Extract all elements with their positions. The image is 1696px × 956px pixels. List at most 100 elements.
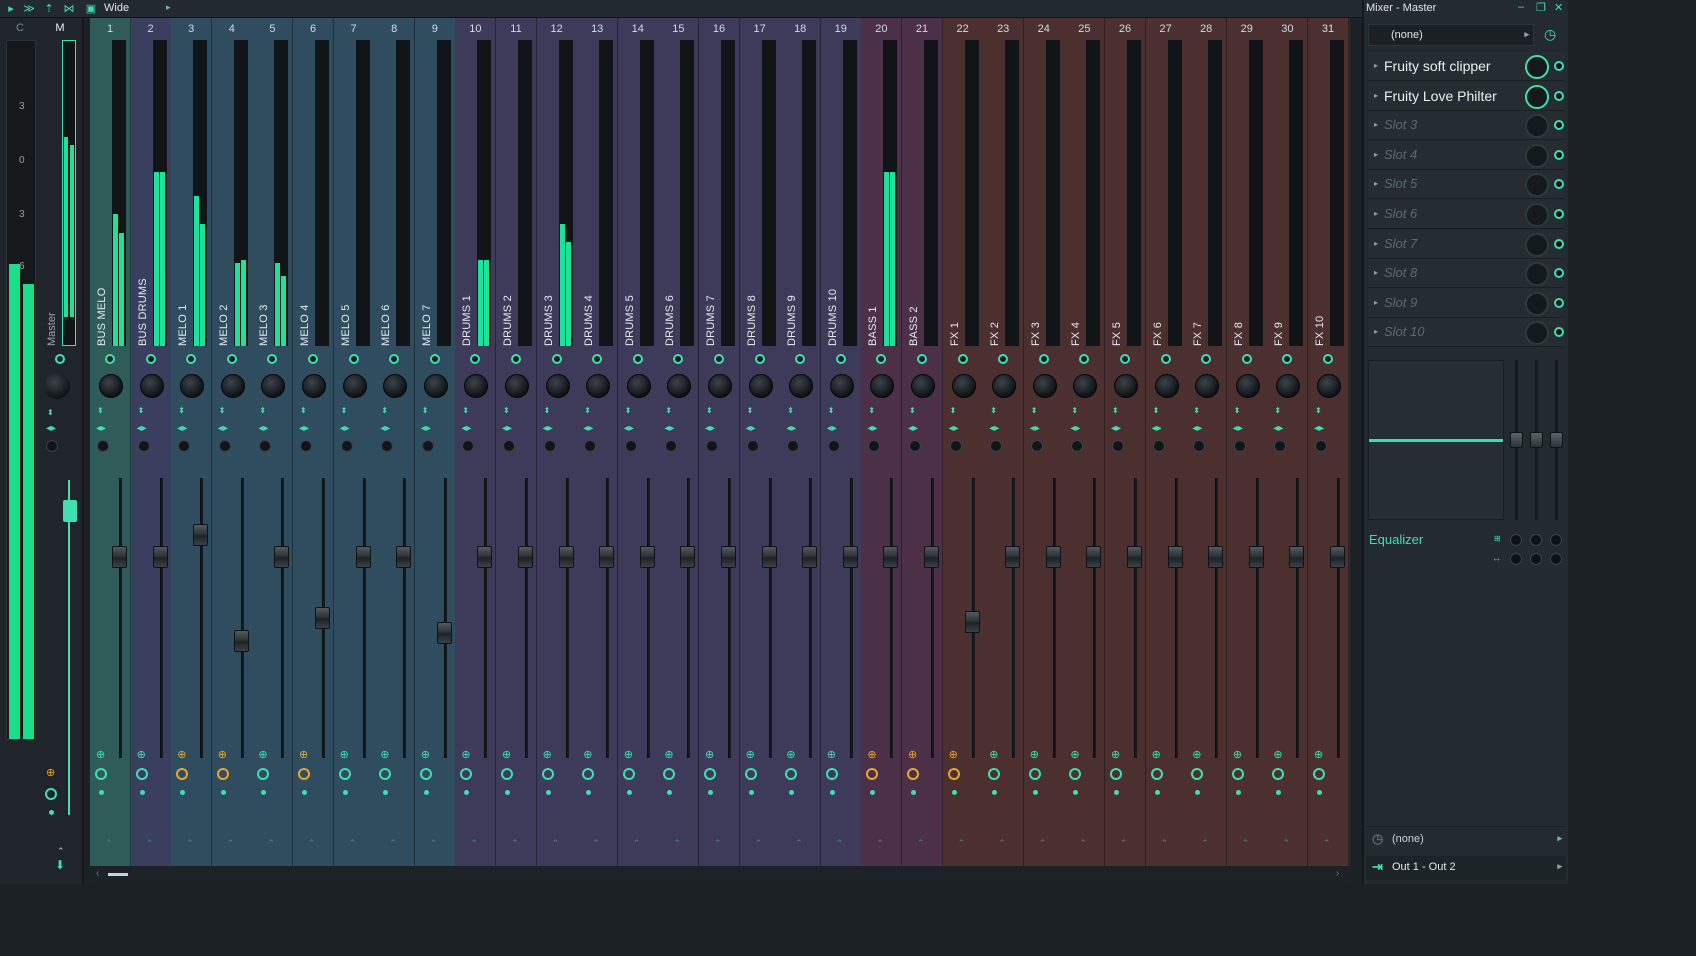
stereo-separation-icon[interactable]: ◂▸: [461, 423, 472, 434]
clock-icon[interactable]: [1272, 768, 1285, 780]
stereo-separation-icon[interactable]: ◂▸: [1151, 423, 1162, 434]
clock-icon[interactable]: [176, 768, 189, 780]
send-dot[interactable]: [139, 790, 145, 795]
volume-fader[interactable]: [1208, 546, 1224, 569]
pan-knob[interactable]: [748, 374, 773, 398]
mixer-channel[interactable]: 22 FX 1 ⬍ ◂▸ ⊕ ⌃: [942, 18, 984, 884]
channel-name[interactable]: BUS DRUMS: [136, 278, 149, 346]
clock-icon[interactable]: [1110, 768, 1122, 780]
channel-name[interactable]: MELO 2: [217, 304, 230, 346]
route-caret-icon[interactable]: ⌃: [673, 838, 681, 848]
clock-icon[interactable]: [947, 768, 960, 780]
channel-select-dot[interactable]: [348, 354, 359, 364]
volume-fader[interactable]: [599, 546, 615, 569]
master-clock-icon[interactable]: [45, 788, 57, 800]
mixer-channel[interactable]: 3 MELO 1 ⬍ ◂▸ ⊕ ⌃: [171, 18, 213, 884]
mixer-channel[interactable]: 15 DRUMS 6 ⬍ ◂▸ ⊕ ⌃: [658, 18, 700, 884]
route-caret-icon[interactable]: ⌃: [1323, 838, 1331, 848]
volume-fader[interactable]: [477, 546, 493, 569]
stereo-separation-icon[interactable]: ◂▸: [1029, 423, 1040, 434]
master-up-caret-icon[interactable]: ⌃: [57, 846, 65, 856]
clock-icon[interactable]: [907, 768, 919, 780]
send-dot[interactable]: [748, 790, 754, 795]
eq-link-icon[interactable]: ⊞: [1494, 534, 1501, 543]
master-pan-knob[interactable]: [44, 373, 70, 399]
stereo-knob[interactable]: [1030, 440, 1043, 452]
stereo-separation-icon[interactable]: ◂▸: [502, 423, 513, 434]
swap-icon[interactable]: ⬍: [1112, 406, 1119, 415]
volume-fader[interactable]: [1330, 546, 1345, 569]
record-arm-icon[interactable]: ⊕: [1111, 749, 1121, 761]
stereo-knob[interactable]: [990, 440, 1003, 452]
pan-knob[interactable]: [586, 374, 611, 398]
stereo-separation-icon[interactable]: ◂▸: [786, 423, 797, 434]
clock-icon[interactable]: [622, 768, 635, 780]
slot-arrow-icon[interactable]: ▸: [1374, 61, 1379, 70]
stereo-separation-icon[interactable]: ◂▸: [420, 423, 431, 434]
channel-select-dot[interactable]: [551, 354, 562, 364]
mixer-channel[interactable]: 29 FX 8 ⬍ ◂▸ ⊕ ⌃: [1226, 18, 1268, 884]
slot-enable-toggle[interactable]: [1554, 179, 1564, 190]
send-dot[interactable]: [505, 790, 510, 795]
audio-output-selector[interactable]: ⇥ Out 1 - Out 2 ▸: [1366, 856, 1566, 880]
channel-select-dot[interactable]: [226, 354, 237, 364]
volume-fader[interactable]: [1086, 546, 1102, 569]
channel-name[interactable]: DRUMS 6: [664, 295, 677, 346]
route-caret-icon[interactable]: ⌃: [917, 838, 925, 848]
volume-fader[interactable]: [802, 546, 818, 569]
slot-arrow-icon[interactable]: ▸: [1374, 327, 1379, 337]
record-arm-icon[interactable]: ⊕: [867, 749, 877, 761]
clock-icon[interactable]: [1313, 768, 1325, 780]
volume-fader[interactable]: [193, 523, 209, 546]
mixer-channel[interactable]: 14 DRUMS 5 ⬍ ◂▸ ⊕ ⌃: [617, 18, 659, 884]
slot-enable-toggle[interactable]: [1554, 268, 1564, 279]
route-caret-icon[interactable]: ⌃: [308, 838, 316, 848]
volume-fader[interactable]: [680, 546, 696, 569]
route-caret-icon[interactable]: ⌃: [876, 838, 884, 848]
slot-label[interactable]: Slot 5: [1384, 176, 1418, 192]
route-caret-icon[interactable]: ⌃: [105, 838, 113, 848]
swap-icon[interactable]: ⬍: [381, 406, 388, 415]
slot-arrow-icon[interactable]: ▸: [1374, 179, 1379, 189]
mixer-channel[interactable]: 30 FX 9 ⬍ ◂▸ ⊕ ⌃: [1267, 18, 1309, 884]
eq-freq-knob-low[interactable]: [1510, 534, 1522, 546]
channel-select-dot[interactable]: [754, 354, 765, 364]
channel-name[interactable]: FX 5: [1111, 321, 1123, 346]
swap-icon[interactable]: ⬍: [462, 406, 470, 415]
scroll-thumb[interactable]: [108, 873, 128, 876]
stereo-knob[interactable]: [503, 440, 515, 452]
mixer-channel[interactable]: 12 DRUMS 3 ⬍ ◂▸ ⊕ ⌃: [536, 18, 578, 884]
stereo-knob[interactable]: [827, 440, 840, 452]
clock-icon[interactable]: [744, 768, 757, 780]
pan-knob[interactable]: [1235, 374, 1260, 398]
slot-arrow-icon[interactable]: ▸: [1374, 90, 1379, 100]
channel-select-dot[interactable]: [1241, 354, 1252, 364]
stereo-knob[interactable]: [137, 440, 150, 452]
volume-fader[interactable]: [842, 546, 858, 569]
swap-icon[interactable]: ⬍: [259, 406, 267, 415]
record-arm-icon[interactable]: ⊕: [461, 749, 471, 761]
record-arm-icon[interactable]: ⊕: [786, 749, 796, 761]
volume-fader[interactable]: [274, 546, 290, 569]
record-arm-icon[interactable]: ⊕: [1273, 749, 1283, 761]
send-dot[interactable]: [423, 790, 429, 795]
clock-icon[interactable]: [419, 768, 432, 780]
eq-low-fader[interactable]: [1510, 360, 1524, 520]
mixer-channel[interactable]: 13 DRUMS 4 ⬍ ◂▸ ⊕ ⌃: [577, 18, 619, 884]
channel-select-dot[interactable]: [957, 354, 968, 364]
stereo-knob[interactable]: [665, 440, 678, 452]
record-arm-icon[interactable]: ⊕: [420, 749, 431, 761]
channel-name[interactable]: BASS 1: [867, 306, 880, 346]
slot-enable-toggle[interactable]: [1554, 209, 1564, 219]
master-stereo-knob[interactable]: [46, 440, 58, 452]
channel-select-dot[interactable]: [186, 354, 197, 364]
master-record-icon[interactable]: ⊕: [46, 767, 56, 779]
pan-knob[interactable]: [1195, 374, 1220, 398]
stereo-separation-icon[interactable]: ◂▸: [136, 423, 147, 434]
clock-icon[interactable]: [1150, 768, 1163, 780]
eq-bw-knob-mid[interactable]: [1530, 553, 1542, 565]
clock-icon[interactable]: [257, 768, 270, 780]
pan-knob[interactable]: [789, 374, 814, 398]
stereo-separation-icon[interactable]: ◂▸: [623, 423, 634, 434]
pan-knob[interactable]: [1154, 374, 1179, 398]
